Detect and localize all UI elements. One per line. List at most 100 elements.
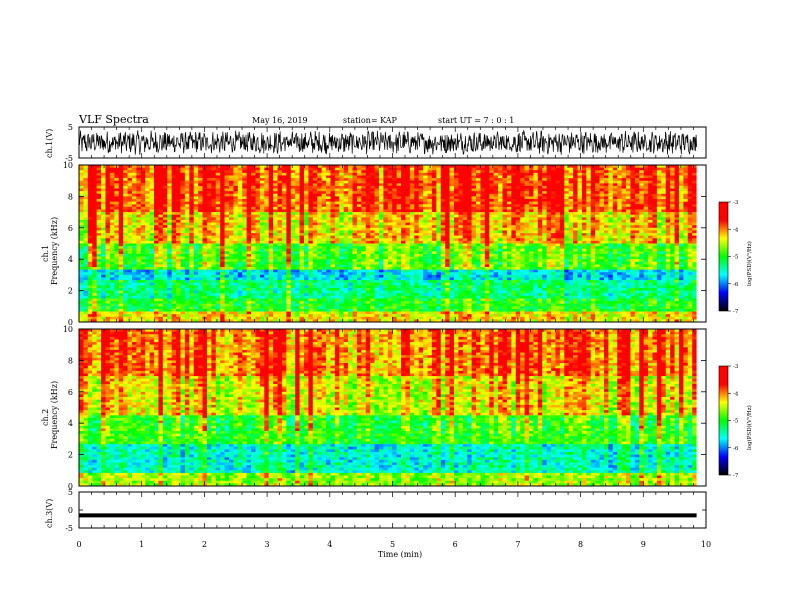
spectrogram-cell — [326, 233, 331, 236]
spectrogram-cell — [203, 257, 208, 260]
spectrogram-cell — [366, 233, 371, 236]
spectrogram-cell — [379, 204, 384, 207]
spectrogram-cell — [661, 251, 666, 254]
spectrogram-cell — [370, 178, 375, 181]
spectrogram-cell — [229, 215, 234, 218]
spectrogram-cell — [604, 183, 609, 186]
spectrogram-cell — [388, 194, 393, 197]
spectrogram-cell — [423, 257, 428, 260]
spectrogram-cell — [423, 204, 428, 207]
spectrogram-cell — [502, 230, 507, 233]
spectrogram-cell — [441, 230, 446, 233]
spectrogram-cell — [692, 215, 697, 218]
spectrogram-cell — [436, 215, 441, 218]
spectrogram-cell — [180, 228, 185, 231]
spectrogram-cell — [414, 204, 419, 207]
spectrogram-cell — [326, 199, 331, 202]
spectrogram-cell — [211, 217, 216, 220]
spectrogram-cell — [401, 204, 406, 207]
spectrogram-cell — [573, 241, 578, 244]
spectrogram-cell — [101, 186, 106, 189]
spectrogram-cell — [516, 202, 521, 205]
spectrogram-cell — [467, 175, 472, 178]
spectrogram-cell — [577, 181, 582, 184]
spectrogram-cell — [560, 199, 565, 202]
spectrogram-cell — [269, 194, 274, 197]
spectrogram-cell — [635, 217, 640, 220]
spectrogram-cell — [123, 238, 128, 241]
spectrogram-cell — [150, 175, 155, 178]
spectrogram-cell — [595, 173, 600, 176]
spectrogram-cell — [502, 207, 507, 210]
spectrogram-cell — [101, 181, 106, 184]
spectrogram-cell — [428, 202, 433, 205]
spectrogram-cell — [542, 168, 547, 171]
spectrogram-cell — [586, 173, 591, 176]
spectrogram-cell — [644, 170, 649, 173]
spectrogram-cell — [353, 244, 358, 247]
spectrogram-cell — [220, 196, 225, 199]
spectrogram-cell — [308, 175, 313, 178]
spectrogram-cell — [463, 212, 468, 215]
spectrogram-cell — [317, 220, 322, 223]
spectrogram-cell — [216, 257, 221, 260]
spectrogram-cell — [644, 254, 649, 257]
spectrogram-cell — [480, 238, 485, 241]
spectrogram-cell — [458, 168, 463, 171]
spectrogram-cell — [123, 215, 128, 218]
spectrogram-cell — [225, 254, 230, 257]
spectrogram-cell — [326, 225, 331, 228]
spectrogram-cell — [366, 202, 371, 205]
spectrogram-cell — [220, 175, 225, 178]
spectrogram-cell — [83, 170, 88, 173]
spectrogram-cell — [119, 204, 124, 207]
spectrogram-cell — [114, 251, 119, 254]
spectrogram-cell — [339, 257, 344, 260]
spectrogram-cell — [322, 225, 327, 228]
spectrogram-cell — [225, 251, 230, 254]
spectrogram-cell — [273, 215, 278, 218]
spectrogram-cell — [128, 194, 133, 197]
spectrogram-cell — [648, 241, 653, 244]
spectrogram-cell — [300, 217, 305, 220]
spectrogram-cell — [242, 196, 247, 199]
spectrogram-cell — [511, 212, 516, 215]
spectrogram-cell — [635, 178, 640, 181]
spectrogram-cell — [639, 233, 644, 236]
spectrogram-cell — [670, 173, 675, 176]
spectrogram-cell — [326, 249, 331, 252]
spectrogram-cell — [141, 246, 146, 249]
spectrogram-cell — [397, 189, 402, 192]
spectrogram-cell — [101, 191, 106, 194]
spectrogram-cell — [630, 183, 635, 186]
spectrogram-cell — [101, 236, 106, 239]
spectrogram-cell — [348, 257, 353, 260]
spectrogram-cell — [600, 241, 605, 244]
spectrogram-cell — [573, 170, 578, 173]
spectrogram-cell — [264, 178, 269, 181]
spectrogram-cell — [538, 173, 543, 176]
spectrogram-cell — [357, 236, 362, 239]
spectrogram-cell — [569, 191, 574, 194]
spectrogram-cell — [670, 181, 675, 184]
spectrogram-cell — [591, 194, 596, 197]
spectrogram-cell — [172, 212, 177, 215]
spectrogram-cell — [564, 173, 569, 176]
spectrogram-cell — [445, 186, 450, 189]
spectrogram-cell — [79, 189, 84, 192]
spectrogram-cell — [194, 183, 199, 186]
spectrogram-cell — [498, 204, 503, 207]
spectrogram-cell — [688, 189, 693, 192]
spectrogram-cell — [83, 215, 88, 218]
spectrogram-cell — [604, 209, 609, 212]
spectrogram-cell — [361, 194, 366, 197]
spectrogram-cell — [330, 238, 335, 241]
spectrogram-cell — [608, 230, 613, 233]
spectrogram-cell — [317, 194, 322, 197]
spectrogram-cell — [114, 228, 119, 231]
spectrogram-cell — [692, 233, 697, 236]
spectrogram-cell — [661, 178, 666, 181]
spectrogram-cell — [652, 215, 657, 218]
spectrogram-cell — [454, 170, 459, 173]
spectrogram-cell — [595, 199, 600, 202]
